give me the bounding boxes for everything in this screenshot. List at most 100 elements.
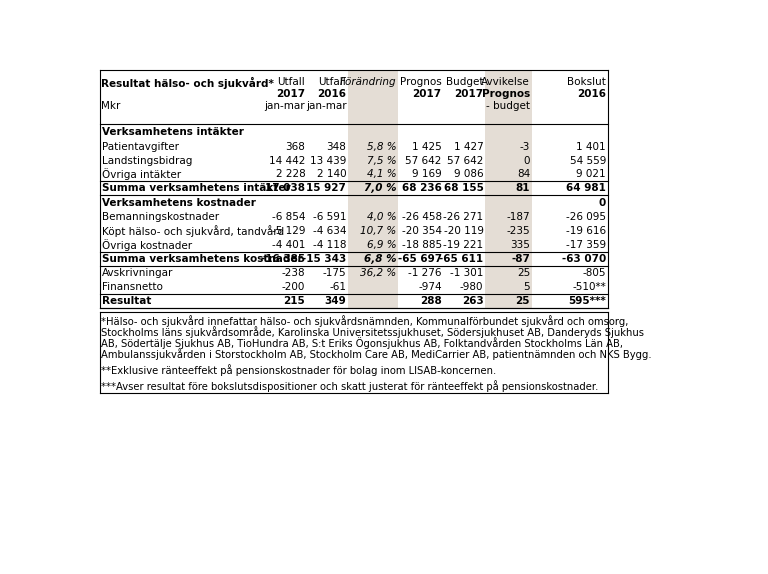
Text: 5,8 %: 5,8 % (367, 142, 397, 152)
Text: 15 927: 15 927 (306, 183, 346, 193)
Text: Patientavgifter: Patientavgifter (102, 142, 179, 152)
Text: 64 981: 64 981 (566, 183, 606, 193)
Text: 1 425: 1 425 (412, 142, 442, 152)
Text: Verksamhetens kostnader: Verksamhetens kostnader (102, 198, 256, 208)
Text: *Hälso- och sjukvård innefattar hälso- och sjukvårdsnämnden, Kommunalförbundet s: *Hälso- och sjukvård innefattar hälso- o… (101, 315, 629, 327)
Text: jan-mar: jan-mar (306, 101, 346, 111)
Text: -26 095: -26 095 (566, 212, 606, 223)
Text: 25: 25 (515, 296, 530, 305)
Text: Förändring: Förändring (340, 76, 397, 87)
Text: -4 118: -4 118 (313, 240, 346, 250)
Text: Bokslut: Bokslut (567, 76, 606, 87)
Text: -65 611: -65 611 (439, 254, 484, 264)
Text: -26 271: -26 271 (443, 212, 484, 223)
Text: -19 616: -19 616 (566, 226, 606, 236)
Text: 13 439: 13 439 (310, 156, 346, 165)
Text: Prognos: Prognos (400, 76, 442, 87)
Text: 5: 5 (523, 282, 530, 292)
Text: 2016: 2016 (577, 89, 606, 99)
Text: -18 885: -18 885 (402, 240, 442, 250)
Text: Landstingsbidrag: Landstingsbidrag (102, 156, 193, 165)
Text: -4 634: -4 634 (313, 226, 346, 236)
Text: -980: -980 (460, 282, 484, 292)
Text: -1 276: -1 276 (408, 268, 442, 278)
Text: -65 697: -65 697 (398, 254, 442, 264)
Text: 10,7 %: 10,7 % (360, 226, 397, 236)
Text: 7,5 %: 7,5 % (367, 156, 397, 165)
Text: 4,0 %: 4,0 % (367, 212, 397, 223)
Text: 288: 288 (420, 296, 442, 305)
Text: -26 458: -26 458 (402, 212, 442, 223)
Text: jan-mar: jan-mar (265, 101, 305, 111)
Text: 2016: 2016 (317, 89, 346, 99)
Text: ***Avser resultat före bokslutsdispositioner och skatt justerat för ränteeffekt : ***Avser resultat före bokslutsdispositi… (101, 380, 599, 392)
Text: 2017: 2017 (276, 89, 305, 99)
Text: Ambulanssjukvården i Storstockholm AB, Stockholm Care AB, MediCarrier AB, patien: Ambulanssjukvården i Storstockholm AB, S… (101, 348, 652, 359)
Text: Övriga intäkter: Övriga intäkter (102, 168, 181, 180)
Text: 14 442: 14 442 (269, 156, 305, 165)
Text: Köpt hälso- och sjukvård, tandvård: Köpt hälso- och sjukvård, tandvård (102, 226, 284, 237)
Text: 215: 215 (283, 296, 305, 305)
Text: -3: -3 (520, 142, 530, 152)
Text: -87: -87 (511, 254, 530, 264)
Text: -4 401: -4 401 (272, 240, 305, 250)
Text: **Exklusive ränteeffekt på pensionskostnader för bolag inom LISAB-koncernen.: **Exklusive ränteeffekt på pensionskostn… (101, 364, 497, 376)
Text: - budget: - budget (486, 101, 530, 111)
Text: 7,0 %: 7,0 % (364, 183, 397, 193)
Text: -510**: -510** (572, 282, 606, 292)
Text: -1 301: -1 301 (450, 268, 484, 278)
Text: 9 169: 9 169 (412, 169, 442, 179)
Text: 9 086: 9 086 (454, 169, 484, 179)
Text: -20 119: -20 119 (443, 226, 484, 236)
Text: 2017: 2017 (455, 89, 484, 99)
Text: -238: -238 (282, 268, 305, 278)
Text: Övriga kostnader: Övriga kostnader (102, 239, 192, 251)
Text: 1 427: 1 427 (454, 142, 484, 152)
Text: -175: -175 (323, 268, 346, 278)
Text: 68 236: 68 236 (402, 183, 442, 193)
Text: 2017: 2017 (412, 89, 442, 99)
Text: -805: -805 (582, 268, 606, 278)
Text: 335: 335 (510, 240, 530, 250)
Text: 1 401: 1 401 (576, 142, 606, 152)
Text: 368: 368 (286, 142, 305, 152)
Bar (485, 71, 531, 308)
Text: 57 642: 57 642 (406, 156, 442, 165)
Text: 25: 25 (517, 268, 530, 278)
Text: -5 129: -5 129 (272, 226, 305, 236)
Text: Resultat: Resultat (102, 296, 151, 305)
Text: -235: -235 (506, 226, 530, 236)
Text: 348: 348 (326, 142, 346, 152)
Text: -6 591: -6 591 (313, 212, 346, 223)
Bar (348, 71, 399, 308)
Text: -200: -200 (282, 282, 305, 292)
Text: 6,9 %: 6,9 % (367, 240, 397, 250)
Text: -187: -187 (506, 212, 530, 223)
Text: Summa verksamhetens kostnader: Summa verksamhetens kostnader (102, 254, 303, 264)
Text: -61: -61 (329, 282, 346, 292)
Text: 2 140: 2 140 (316, 169, 346, 179)
Text: AB, Södertälje Sjukhus AB, TioHundra AB, S:t Eriks Ögonsjukhus AB, Folktandvårde: AB, Södertälje Sjukhus AB, TioHundra AB,… (101, 337, 624, 349)
Text: -974: -974 (418, 282, 442, 292)
Text: -63 070: -63 070 (561, 254, 606, 264)
Text: Prognos: Prognos (482, 89, 530, 99)
Text: 36,2 %: 36,2 % (360, 268, 397, 278)
Text: Avskrivningar: Avskrivningar (102, 268, 174, 278)
Text: 57 642: 57 642 (447, 156, 484, 165)
Text: 17 038: 17 038 (265, 183, 305, 193)
Text: 0: 0 (599, 198, 606, 208)
Text: 0: 0 (524, 156, 530, 165)
Text: Stockholms läns sjukvårdsområde, Karolinska Universitetssjukhuset, Södersjukhuse: Stockholms läns sjukvårdsområde, Karolin… (101, 326, 644, 338)
Text: Verksamhetens intäkter: Verksamhetens intäkter (102, 127, 244, 137)
Text: Utfall: Utfall (319, 76, 346, 87)
Text: 4,1 %: 4,1 % (367, 169, 397, 179)
Text: 68 155: 68 155 (444, 183, 484, 193)
Text: Finansnetto: Finansnetto (102, 282, 163, 292)
Text: -15 343: -15 343 (302, 254, 346, 264)
Text: 2 228: 2 228 (276, 169, 305, 179)
Text: -16 385: -16 385 (261, 254, 305, 264)
Text: 6,8 %: 6,8 % (364, 254, 397, 264)
Text: -19 221: -19 221 (443, 240, 484, 250)
Text: -17 359: -17 359 (566, 240, 606, 250)
Text: Resultat hälso- och sjukvård*: Resultat hälso- och sjukvård* (101, 76, 274, 88)
